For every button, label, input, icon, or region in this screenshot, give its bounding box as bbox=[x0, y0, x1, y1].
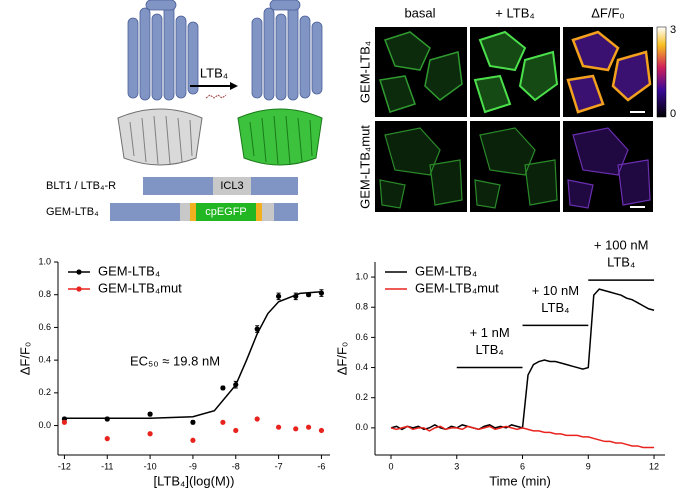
annotation: LTB₄ bbox=[607, 255, 635, 270]
x-tick-label: 9 bbox=[586, 461, 591, 471]
annotation: + 100 nM bbox=[594, 238, 649, 253]
y-tick-label: 0.2 bbox=[38, 387, 51, 397]
series-line bbox=[390, 288, 655, 431]
legend-marker bbox=[76, 286, 82, 292]
construct-name: BLT1 / LTB₄-R bbox=[46, 180, 116, 192]
x-tick-label: 12 bbox=[649, 461, 659, 471]
legend-label: GEM-LTB₄mut bbox=[415, 280, 499, 295]
colorbar bbox=[656, 26, 667, 118]
arrow-head bbox=[230, 82, 238, 90]
annotation: LTB₄ bbox=[476, 342, 504, 357]
annotation: + 10 nM bbox=[532, 283, 579, 298]
y-tick-label: 0.8 bbox=[38, 289, 51, 299]
micrograph-grid bbox=[375, 27, 653, 212]
row-label: GEM-LTB₄mut bbox=[357, 125, 372, 209]
legend-label: GEM-LTB₄ bbox=[415, 263, 477, 278]
y-tick-label: 0.2 bbox=[355, 392, 368, 402]
series-line bbox=[390, 425, 655, 449]
ligand bbox=[205, 94, 227, 99]
receptor-structure bbox=[127, 0, 199, 101]
column-header: ΔF/F₀ bbox=[591, 5, 625, 20]
x-axis-label: [LTB₄](log(M)) bbox=[154, 473, 235, 488]
y-tick-label: 1.0 bbox=[355, 271, 368, 281]
data-point bbox=[104, 436, 110, 442]
y-axis-label: ΔF/F₀ bbox=[334, 342, 349, 376]
legend-label: GEM-LTB₄ bbox=[98, 263, 160, 278]
y-tick-label: 0.4 bbox=[38, 355, 51, 365]
y-tick-label: 1.0 bbox=[38, 256, 51, 266]
row-label: GEM-LTB₄ bbox=[357, 41, 372, 103]
data-point bbox=[190, 419, 196, 425]
data-point bbox=[293, 426, 299, 432]
x-tick-label: -7 bbox=[275, 461, 283, 471]
cpgfp-barrel-bright bbox=[237, 108, 323, 166]
data-point bbox=[220, 419, 226, 425]
data-point bbox=[147, 431, 153, 437]
y-tick-label: 0.4 bbox=[355, 362, 368, 372]
barrel-strands bbox=[129, 115, 193, 165]
segment-box bbox=[196, 203, 256, 221]
construct-name: GEM-LTB₄ bbox=[46, 206, 99, 218]
y-tick-label: 0.0 bbox=[38, 420, 51, 430]
linker bbox=[190, 203, 196, 221]
receptor-structure-bound bbox=[251, 0, 323, 101]
data-point bbox=[104, 416, 110, 422]
x-tick-label: -10 bbox=[144, 461, 157, 471]
data-point bbox=[233, 427, 239, 434]
x-axis-label: Time (min) bbox=[489, 473, 551, 488]
x-tick-label: 0 bbox=[388, 461, 393, 471]
column-header: + LTB₄ bbox=[495, 5, 534, 20]
data-point bbox=[254, 416, 260, 422]
linker bbox=[180, 203, 192, 221]
segment-box bbox=[213, 177, 251, 195]
y-axis-label: ΔF/F₀ bbox=[17, 342, 32, 376]
segment-label: cpEGFP bbox=[205, 206, 247, 218]
legend-marker bbox=[76, 269, 82, 275]
data-point bbox=[190, 437, 196, 443]
x-tick-label: 6 bbox=[520, 461, 525, 471]
series-line bbox=[64, 291, 322, 419]
colorbar-tick-label: 3 bbox=[670, 24, 676, 36]
colorbar-tick-label: 0 bbox=[670, 108, 676, 120]
segment-label: ICL3 bbox=[220, 180, 243, 192]
legend-label: GEM-LTB₄mut bbox=[98, 280, 182, 295]
linker bbox=[256, 203, 262, 221]
data-point bbox=[305, 424, 312, 430]
annotation: EC₅₀ ≈ 19.8 nM bbox=[130, 353, 220, 368]
ligand-label: LTB₄ bbox=[200, 65, 228, 80]
data-point bbox=[275, 424, 282, 430]
x-tick-label: -8 bbox=[232, 461, 240, 471]
data-point bbox=[220, 385, 226, 391]
x-tick-label: -6 bbox=[317, 461, 325, 471]
barrel-strands bbox=[249, 115, 313, 165]
annotation: + 1 nM bbox=[470, 325, 510, 340]
x-tick-label: -11 bbox=[101, 461, 113, 471]
data-point bbox=[147, 411, 153, 417]
x-tick-label: 3 bbox=[454, 461, 459, 471]
y-tick-label: 0.8 bbox=[355, 302, 368, 312]
cpgfp-barrel bbox=[117, 108, 203, 166]
data-point bbox=[61, 419, 68, 425]
column-header: basal bbox=[404, 5, 435, 20]
y-tick-label: 0.0 bbox=[355, 422, 368, 432]
y-tick-label: 0.6 bbox=[355, 332, 368, 342]
linker bbox=[262, 203, 274, 221]
x-tick-label: -12 bbox=[58, 461, 71, 471]
data-point bbox=[318, 427, 325, 434]
x-tick-label: -9 bbox=[189, 461, 197, 471]
annotation: LTB₄ bbox=[541, 300, 569, 315]
y-tick-label: 0.6 bbox=[38, 322, 51, 332]
data-point bbox=[275, 293, 282, 299]
